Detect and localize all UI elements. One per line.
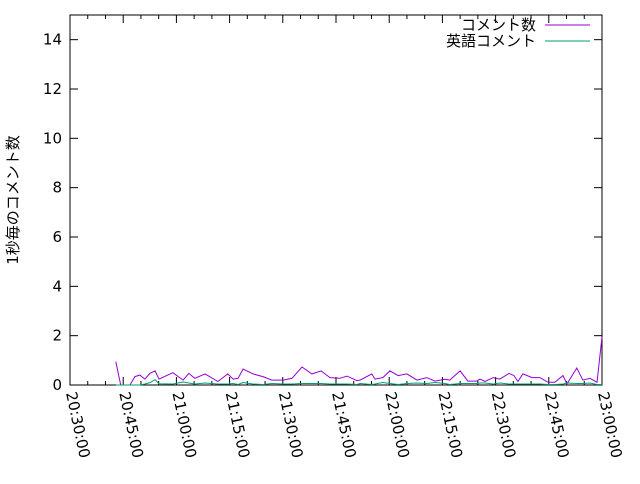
y-tick-label: 12 — [43, 80, 62, 98]
x-tick-label: 23:00:00 — [594, 390, 626, 460]
y-tick-label: 10 — [43, 129, 62, 147]
x-tick-label: 20:30:00 — [62, 390, 94, 460]
x-tick-label: 21:30:00 — [275, 390, 307, 460]
plot-border — [69, 14, 603, 386]
x-tick-label: 20:45:00 — [115, 390, 147, 460]
x-tick-label: 21:00:00 — [168, 390, 200, 460]
axes: 0 2 4 6 8 10 12 14 20:30:00 20:45:00 21:00:00 21:15… — [43, 14, 626, 460]
x-tick-label: 21:15:00 — [222, 390, 254, 460]
x-tick-label: 22:30:00 — [488, 390, 520, 460]
legend-label: コメント数 — [461, 16, 536, 34]
series-group — [115, 336, 603, 386]
y-tick-label: 8 — [52, 179, 62, 197]
x-tick-label: 22:45:00 — [541, 390, 573, 460]
legend-label: 英語コメント — [446, 32, 536, 50]
y-tick-label: 14 — [43, 31, 62, 49]
x-tick-label: 22:00:00 — [381, 390, 413, 460]
y-axis-label: 1秒毎のコメント数 — [4, 135, 22, 265]
y-tick-label: 4 — [52, 277, 62, 295]
series-line-1 — [115, 336, 603, 386]
y-tick-label: 0 — [52, 376, 62, 394]
x-tick-label: 22:15:00 — [434, 390, 466, 460]
x-tick-label: 21:45:00 — [328, 390, 360, 460]
series-line-2 — [115, 378, 602, 386]
y-tick-label: 2 — [52, 327, 62, 345]
y-tick-label: 6 — [52, 228, 62, 246]
